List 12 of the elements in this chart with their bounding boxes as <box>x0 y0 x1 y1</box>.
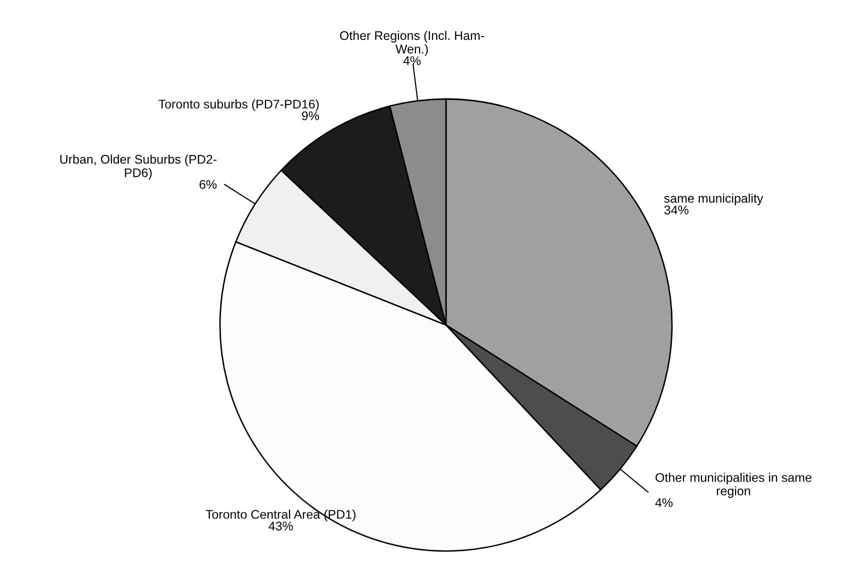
slice-label: Toronto suburbs (PD7-PD16) <box>158 99 319 112</box>
slice-label: Urban, Older Suburbs (PD2- PD6) <box>60 154 216 180</box>
data-label: 34% <box>664 206 688 214</box>
slice-label: Other municipalities in same region <box>656 472 812 498</box>
slice-label: same municipality <box>664 194 764 206</box>
data-label: 6% <box>200 180 217 189</box>
data-label: 4% <box>655 498 673 507</box>
data-label: 4% <box>403 56 421 66</box>
slice-label: Toronto Central Area (PD1) <box>206 510 356 522</box>
data-label: 9% <box>302 111 320 120</box>
data-label: 43% <box>268 522 293 530</box>
slice-label: Other Regions (Incl. Ham- Wen.) <box>340 30 484 56</box>
